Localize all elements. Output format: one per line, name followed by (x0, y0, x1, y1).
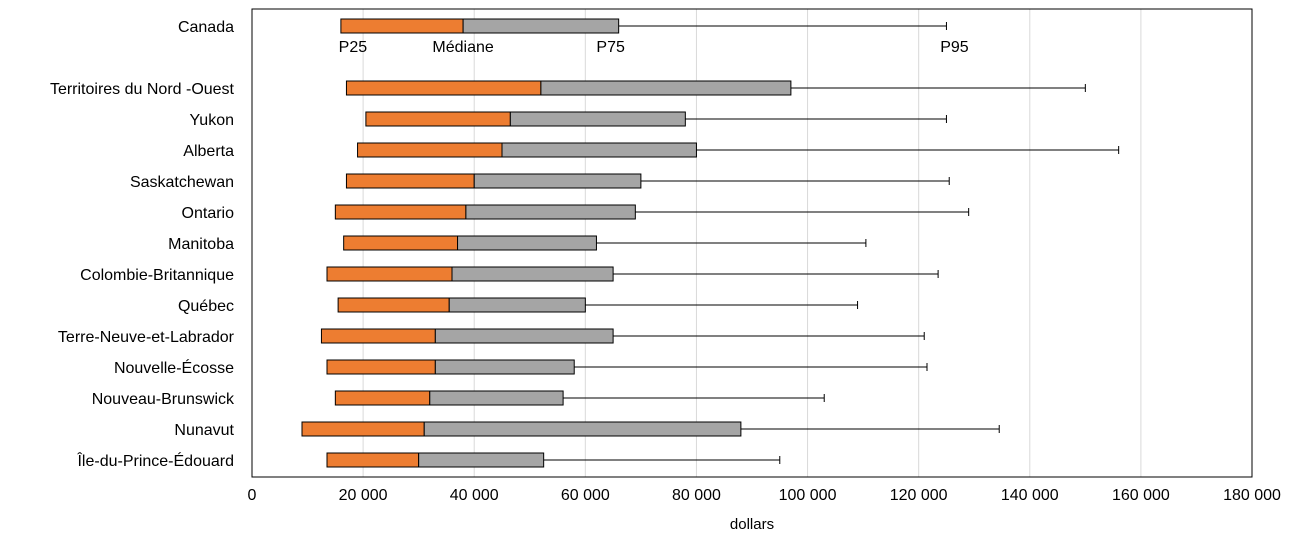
bar-median-p75 (540, 80, 792, 96)
x-tick-label: 160 000 (1112, 487, 1170, 504)
x-tick-labels: 0 20 000 40 000 60 000 80 000 100 000 120 000 1… (248, 487, 1281, 504)
annotation-label: Médiane (432, 39, 493, 56)
bar-p25-median (326, 359, 436, 375)
annotation-label: P95 (940, 39, 969, 56)
x-tick-label: 80 000 (672, 487, 721, 504)
category-label: Québec (178, 298, 234, 315)
box-row (340, 18, 947, 34)
category-label: Terre-Neuve-et-Labrador (58, 329, 235, 346)
category-labels: Canada Territoires du Nord -Ouest Yukon Alb… (50, 19, 235, 470)
category-label: Yukon (190, 112, 234, 129)
bar-p25-median (343, 235, 459, 251)
bar-p25-median (340, 18, 464, 34)
x-tick-label: 20 000 (339, 487, 388, 504)
x-tick-label: 60 000 (561, 487, 610, 504)
box-row (345, 173, 950, 189)
bar-median-p75 (418, 452, 545, 468)
category-label: Canada (178, 19, 234, 36)
box-row (345, 80, 1086, 96)
category-label: Alberta (183, 143, 234, 160)
category-label: Île-du-Prince-Édouard (76, 451, 234, 470)
category-label: Territoires du Nord -Ouest (50, 81, 235, 98)
annotation-label: P25 (339, 39, 368, 56)
category-label: Nunavut (174, 422, 234, 439)
category-label: Nouvelle-Écosse (114, 358, 234, 377)
bar-median-p75 (473, 173, 642, 189)
category-label: Ontario (182, 205, 235, 222)
x-tick-label: 100 000 (779, 487, 837, 504)
bar-median-p75 (465, 204, 636, 220)
category-label: Colombie-Britannique (80, 267, 234, 284)
plot-frame (251, 8, 1253, 478)
x-axis-title: dollars (730, 516, 774, 533)
box-row (326, 359, 928, 375)
bar-median-p75 (448, 297, 586, 313)
bar-median-p75 (457, 235, 597, 251)
category-label: Saskatchewan (130, 174, 234, 191)
box-row (326, 266, 939, 282)
x-tick-label: 140 000 (1001, 487, 1059, 504)
bar-median-p75 (434, 359, 575, 375)
bar-p25-median (337, 297, 450, 313)
annotations: P25 Médiane P75 P95 (339, 39, 969, 56)
bar-p25-median (334, 390, 431, 406)
bar-p25-median (365, 111, 511, 127)
bar-p25-median (320, 328, 436, 344)
box-row (334, 390, 825, 406)
bar-p25-median (334, 204, 467, 220)
bar-p25-median (326, 266, 453, 282)
box-row (320, 328, 925, 344)
box-row (334, 204, 970, 220)
box-row (357, 142, 1120, 158)
x-tick-label: 120 000 (890, 487, 948, 504)
bars-layer (301, 18, 1120, 468)
bar-median-p75 (434, 328, 614, 344)
bar-median-p75 (509, 111, 686, 127)
x-tick-label: 0 (248, 487, 257, 504)
box-row (365, 111, 947, 127)
bar-median-p75 (462, 18, 620, 34)
bar-median-p75 (451, 266, 614, 282)
box-row (343, 235, 867, 251)
box-row (337, 297, 859, 313)
bar-p25-median (326, 452, 420, 468)
category-label: Nouveau-Brunswick (92, 391, 235, 408)
bar-p25-median (357, 142, 503, 158)
bar-p25-median (345, 173, 475, 189)
box-row (301, 421, 1000, 437)
bar-median-p75 (501, 142, 697, 158)
bar-p25-median (345, 80, 542, 96)
bar-median-p75 (429, 390, 564, 406)
x-tick-label: 40 000 (450, 487, 499, 504)
x-tick-label: 180 000 (1223, 487, 1281, 504)
category-label: Manitoba (168, 236, 234, 253)
box-row (326, 452, 781, 468)
bar-p25-median (301, 421, 425, 437)
bar-median-p75 (423, 421, 742, 437)
annotation-label: P75 (596, 39, 625, 56)
